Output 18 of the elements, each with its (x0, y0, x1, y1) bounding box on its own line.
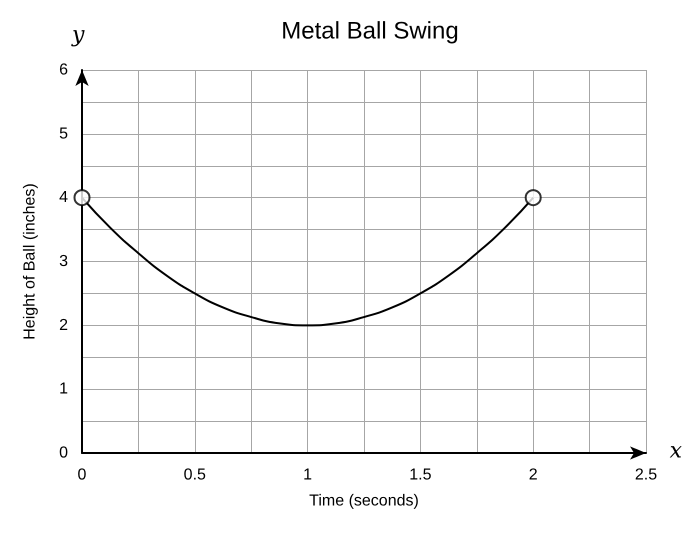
y-tick-label: 1 (59, 380, 68, 398)
x-tick-label: 1 (303, 466, 312, 484)
x-tick-label: 2.5 (634, 466, 658, 484)
y-tick-label: 5 (59, 125, 68, 142)
text: 𝑦 (71, 22, 85, 48)
y-tick-label: 3 (59, 253, 68, 270)
y-tick-label: 2 (59, 316, 68, 334)
y-axis-title: Height of Ball (inches) (22, 183, 38, 340)
x-tick-label: 0.5 (184, 466, 206, 484)
y-tick-label: 6 (59, 62, 68, 78)
text: 𝑥 (670, 438, 683, 464)
x-tick-label: 2 (528, 466, 538, 484)
x-axis-title: Time (seconds) (309, 492, 419, 510)
chart-title: Metal Ball Swing (281, 18, 459, 44)
y-tick-label: 4 (59, 189, 68, 206)
x-tick-label: 1.5 (409, 466, 432, 484)
y-tick-label: 0 (59, 444, 68, 462)
x-tick-label: 0 (78, 466, 87, 484)
